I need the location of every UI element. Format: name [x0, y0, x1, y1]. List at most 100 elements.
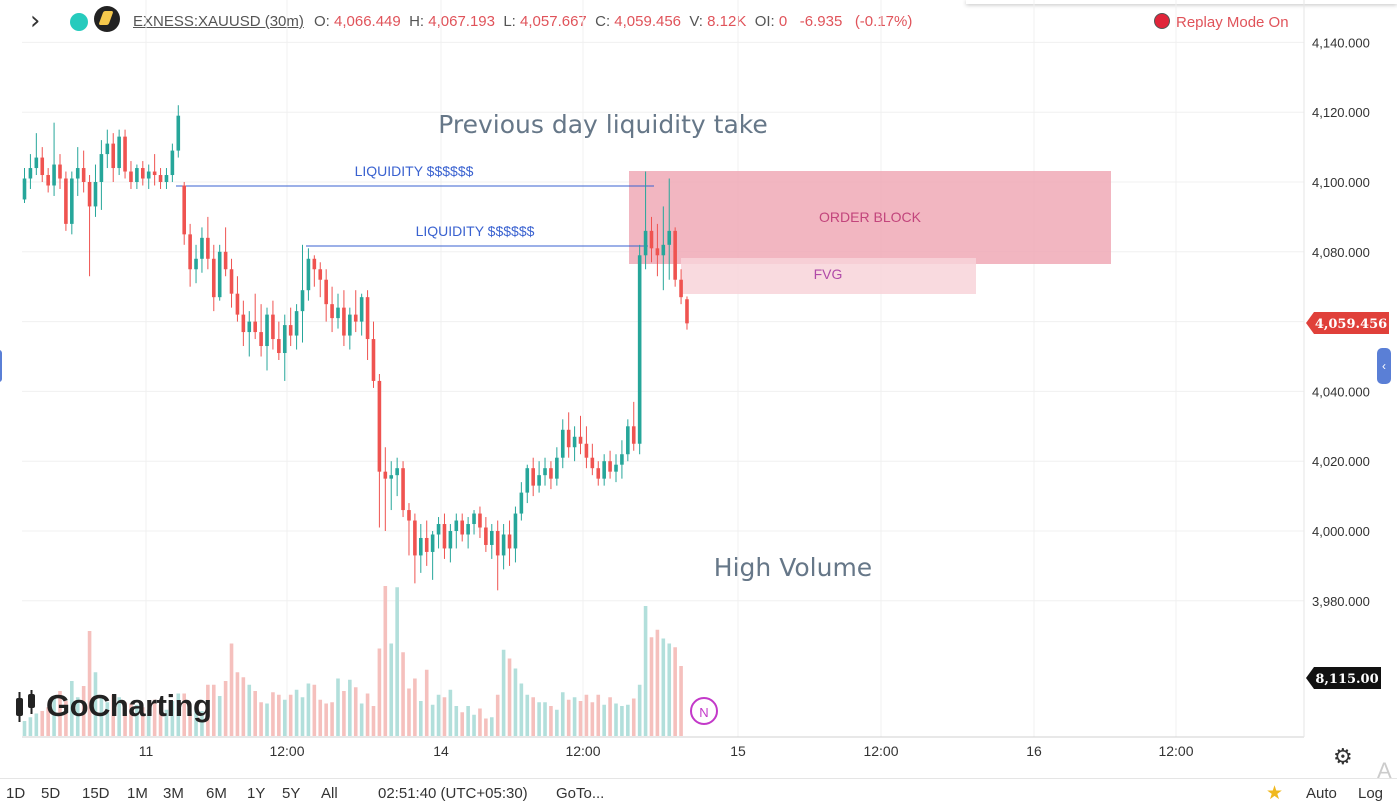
volume-bar: [614, 703, 618, 736]
volume-bar: [158, 704, 163, 736]
price-tick-label: 4,100.000: [1312, 175, 1370, 190]
range-5d[interactable]: 5D: [41, 785, 61, 802]
candle-body: [336, 307, 340, 319]
candle-body: [478, 513, 482, 528]
volume-bar: [235, 672, 240, 736]
candle-body: [176, 115, 181, 151]
volume-bar: [359, 703, 364, 736]
volume-bar: [543, 702, 547, 736]
candle-body: [661, 244, 666, 256]
candle-body: [460, 520, 465, 535]
candle-body: [631, 426, 636, 444]
candle-body: [667, 230, 672, 245]
candle-body: [265, 314, 269, 347]
order-block-label: ORDER BLOCK: [819, 209, 922, 225]
candle-body: [584, 443, 589, 458]
range-1m[interactable]: 1M: [127, 785, 148, 802]
candle-body: [637, 255, 642, 444]
volume-bar: [182, 693, 187, 736]
volume-bar: [489, 717, 494, 736]
range-3m[interactable]: 3M: [163, 785, 184, 802]
low-label: L:: [503, 13, 516, 30]
fvg-zone[interactable]: [681, 258, 976, 294]
price-tick-label: 3,980.000: [1312, 594, 1370, 609]
range-5y[interactable]: 5Y: [282, 785, 301, 802]
change-percent: (-0.17%): [854, 13, 913, 30]
range-15d[interactable]: 15D: [82, 785, 110, 802]
right-panel-toggle[interactable]: ‹: [1377, 348, 1391, 384]
log-scale-toggle[interactable]: Log: [1358, 785, 1384, 802]
volume-bar: [590, 702, 595, 736]
time-tick-label: 12:00: [269, 743, 304, 759]
volume-bar: [282, 699, 287, 736]
candle-body: [442, 524, 447, 549]
range-1d[interactable]: 1D: [6, 785, 26, 802]
candle-body: [342, 307, 346, 336]
goto-button[interactable]: GoTo...: [556, 785, 605, 802]
gear-icon[interactable]: ⚙: [1333, 745, 1353, 770]
candle-body: [673, 230, 677, 280]
candle-body: [34, 157, 39, 169]
open-label: O:: [314, 13, 330, 30]
volume-bar: [40, 711, 45, 736]
candle-body: [146, 171, 151, 179]
volume-bar: [679, 666, 683, 736]
volume-bar: [99, 696, 104, 736]
candle-body: [247, 321, 252, 333]
volume-price-tag: 8,115.00: [1306, 667, 1381, 689]
symbol-name[interactable]: EXNESS:XAUUSD (30m): [133, 13, 304, 30]
range-6m[interactable]: 6M: [206, 785, 227, 802]
volume-bar: [537, 702, 541, 736]
time-axis[interactable]: 11 12:00 14 12:00 15 12:00 16 12:00: [139, 743, 1194, 759]
range-all[interactable]: All: [321, 785, 338, 802]
volume-bar: [318, 699, 323, 736]
volume-bar: [141, 707, 145, 736]
replay-mode-indicator[interactable]: Replay Mode On: [1154, 13, 1289, 31]
news-badge[interactable]: N: [690, 697, 718, 725]
volume-bar: [271, 692, 275, 736]
ohlc-readout: O: 4,066.449 H: 4,067.193 L: 4,057.667 C…: [314, 13, 912, 30]
candle-body: [58, 164, 62, 179]
candle-body: [235, 293, 240, 315]
close-value: 4,059.456: [614, 13, 682, 30]
candle-body: [158, 175, 163, 182]
volume-bar: [200, 711, 204, 736]
time-tick-label: 11: [139, 743, 154, 759]
candlesticks: [22, 105, 689, 591]
candle-body: [472, 513, 476, 525]
candle-body: [348, 314, 352, 336]
left-panel-toggle[interactable]: [0, 350, 2, 382]
volume-bar: [407, 688, 411, 736]
time-tick-label: 15: [730, 743, 746, 759]
candle-body: [590, 457, 595, 469]
candle-body: [501, 534, 506, 556]
candle-body: [649, 230, 654, 249]
change-value: -6.935: [799, 13, 843, 30]
price-tick-label: 4,080.000: [1312, 245, 1370, 260]
star-icon[interactable]: ★: [1266, 782, 1284, 804]
low-value: 4,057.667: [520, 13, 587, 30]
candle-body: [596, 468, 601, 479]
time-tick-label: 14: [433, 743, 449, 759]
last-price-tag: 4,059.456: [1306, 312, 1389, 334]
candle-body: [685, 299, 689, 324]
candle-body: [70, 178, 74, 224]
time-tick-label: 16: [1026, 743, 1042, 759]
order-block-zone[interactable]: [629, 171, 1111, 264]
chevron-right-icon[interactable]: ›: [30, 6, 41, 36]
candle-body: [81, 168, 86, 182]
volume-bar: [555, 709, 559, 736]
auto-scale-toggle[interactable]: Auto: [1306, 785, 1337, 802]
volume-bar: [223, 681, 228, 736]
clock-timezone[interactable]: 02:51:40 (UTC+05:30): [378, 785, 528, 802]
candle-body: [377, 380, 382, 472]
volume-bar: [525, 694, 530, 736]
range-1y[interactable]: 1Y: [247, 785, 266, 802]
volume-bar: [419, 701, 423, 736]
volume-tag-label: 8,115.00: [1315, 672, 1378, 687]
candle-body: [531, 468, 535, 486]
last-price-label: 4,059.456: [1315, 317, 1387, 332]
candle-body: [484, 527, 488, 545]
candle-body: [87, 182, 92, 207]
